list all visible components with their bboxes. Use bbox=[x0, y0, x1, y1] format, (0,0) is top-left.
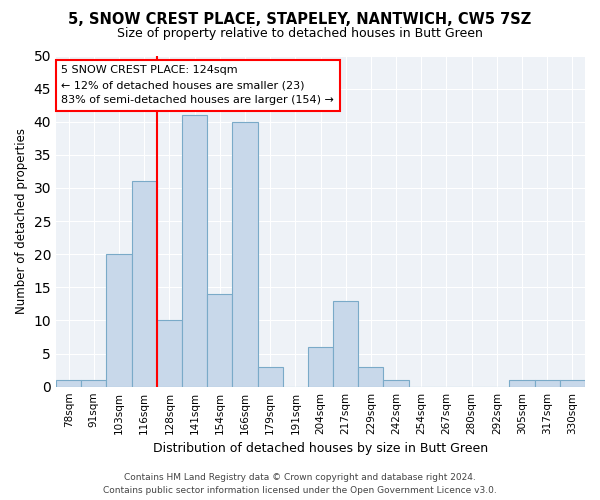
Bar bbox=[157, 320, 182, 386]
Bar bbox=[509, 380, 535, 386]
Text: Contains HM Land Registry data © Crown copyright and database right 2024.
Contai: Contains HM Land Registry data © Crown c… bbox=[103, 474, 497, 495]
Bar bbox=[560, 380, 585, 386]
Bar bbox=[131, 182, 157, 386]
Bar bbox=[232, 122, 257, 386]
Text: 5 SNOW CREST PLACE: 124sqm
← 12% of detached houses are smaller (23)
83% of semi: 5 SNOW CREST PLACE: 124sqm ← 12% of deta… bbox=[61, 66, 334, 105]
Bar bbox=[106, 254, 131, 386]
Text: 5, SNOW CREST PLACE, STAPELEY, NANTWICH, CW5 7SZ: 5, SNOW CREST PLACE, STAPELEY, NANTWICH,… bbox=[68, 12, 532, 28]
Bar bbox=[207, 294, 232, 386]
Bar bbox=[383, 380, 409, 386]
X-axis label: Distribution of detached houses by size in Butt Green: Distribution of detached houses by size … bbox=[153, 442, 488, 455]
Text: Size of property relative to detached houses in Butt Green: Size of property relative to detached ho… bbox=[117, 28, 483, 40]
Bar bbox=[81, 380, 106, 386]
Bar bbox=[333, 300, 358, 386]
Bar bbox=[182, 115, 207, 386]
Bar bbox=[56, 380, 81, 386]
Bar bbox=[257, 367, 283, 386]
Bar bbox=[535, 380, 560, 386]
Bar bbox=[358, 367, 383, 386]
Bar bbox=[308, 347, 333, 387]
Y-axis label: Number of detached properties: Number of detached properties bbox=[15, 128, 28, 314]
